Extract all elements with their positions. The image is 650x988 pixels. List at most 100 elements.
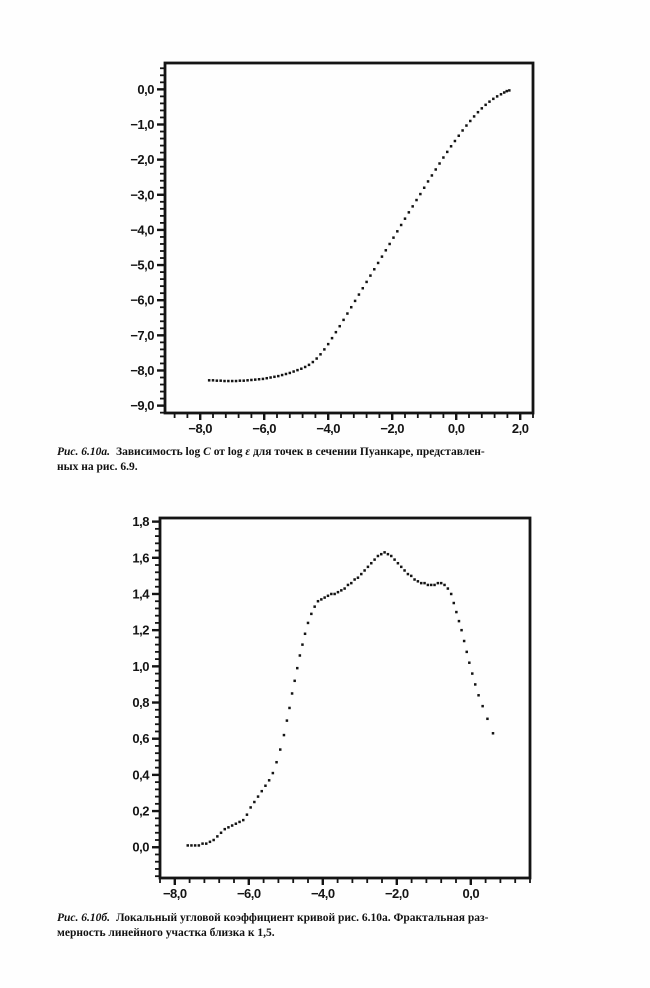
data-point [343, 587, 346, 590]
data-point [296, 368, 299, 372]
data-point [216, 835, 219, 838]
data-point [461, 129, 464, 132]
data-point [342, 318, 345, 322]
x-tick-label: −8,0 [188, 421, 212, 436]
data-point [502, 91, 506, 94]
data-point [452, 601, 456, 605]
data-point [201, 842, 204, 845]
data-point [219, 831, 223, 835]
data-point [334, 330, 338, 334]
y-tick-label: 0,4 [132, 767, 150, 782]
data-point [488, 100, 491, 103]
y-tick-label: 1,8 [132, 514, 149, 529]
data-point [484, 103, 487, 107]
data-point [416, 580, 420, 583]
data-point [212, 838, 215, 842]
y-tick-label: −2,0 [130, 152, 154, 167]
data-point [480, 107, 484, 110]
data-point [275, 760, 278, 764]
data-point [399, 565, 403, 569]
data-point [472, 115, 476, 118]
data-point [223, 827, 226, 831]
data-point [433, 583, 436, 587]
data-point [415, 198, 418, 202]
y-tick-label: 1,2 [132, 623, 149, 638]
data-point [253, 800, 256, 804]
data-point [256, 795, 260, 798]
data-point [313, 605, 316, 608]
data-point [399, 223, 403, 227]
data-point [282, 733, 286, 737]
data-point [469, 119, 472, 123]
data-point [303, 365, 307, 369]
x-tick-label: 2,0 [512, 421, 529, 436]
caption-b-line-1: Локальный угловой коэффициент кривой рис… [116, 912, 489, 924]
data-point [422, 186, 426, 189]
data-point [376, 261, 380, 265]
data-point [380, 255, 384, 258]
data-point [319, 353, 322, 356]
data-point [436, 581, 440, 585]
caption-b-line-2: мерность линейного участка близка к 1,5. [57, 927, 275, 939]
data-point [443, 583, 446, 587]
data-point [303, 632, 307, 636]
data-point [453, 139, 457, 143]
data-point [468, 661, 471, 664]
y-tick-label: −4,0 [130, 222, 154, 237]
data-point [396, 230, 399, 233]
figure-6-10a-scatter-plot: −8,0 −6,0 −4,0 −2,0 0,0 2,0 0,0 −1,0 −2,0 −3,0 −4,… [130, 61, 535, 436]
figure-6-10b-scatter-plot: −8,0 −6,0 −4,0 −2,0 0,0 1,8 1,6 1,4 1,2 1,0 0,8 0,6… [132, 514, 532, 901]
data-point [350, 581, 353, 585]
data-point [396, 561, 400, 565]
data-point [326, 594, 330, 598]
data-point [273, 375, 276, 379]
data-point [457, 619, 461, 623]
x-tick-label: −2,0 [385, 886, 409, 901]
data-point [219, 379, 222, 382]
data-point [392, 236, 395, 239]
data-point [508, 89, 511, 92]
data-point [323, 596, 326, 599]
data-point [205, 842, 208, 845]
data-point [486, 717, 489, 721]
data-point [193, 844, 197, 847]
data-point [363, 569, 366, 572]
data-point [336, 590, 340, 594]
data-point [465, 650, 468, 654]
data-point [271, 771, 275, 775]
data-point [264, 784, 267, 787]
x-tick-label: −4,0 [316, 421, 340, 436]
data-point [473, 683, 477, 686]
data-point [442, 156, 445, 159]
data-point [207, 379, 211, 382]
data-point [409, 574, 413, 578]
data-point [333, 592, 336, 596]
data-point [349, 305, 353, 309]
data-point [388, 242, 391, 246]
data-point [288, 371, 292, 375]
data-point [234, 379, 238, 383]
caption-a-figure-label: Рис. 6.10а. [57, 446, 111, 458]
data-point [373, 268, 376, 271]
y-tick-label: 1,4 [132, 586, 150, 601]
caption-b-figure-label: Рис. 6.10б. [57, 912, 111, 924]
data-point [393, 558, 396, 561]
data-point [280, 373, 284, 377]
x-tick-label: −6,0 [252, 421, 276, 436]
x-tick-label: 0,0 [463, 886, 480, 901]
data-point [277, 374, 280, 378]
data-point [307, 363, 311, 367]
caption-6-10b: Рис. 6.10б. Локальный угловой коэффициент… [57, 911, 595, 941]
y-tick-label: 0,8 [132, 695, 149, 710]
data-point [290, 692, 294, 695]
data-point [238, 379, 242, 382]
data-point [292, 370, 295, 373]
x-tick-label: −4,0 [311, 886, 335, 901]
y-tick-label: 0,2 [132, 804, 149, 819]
data-point [386, 552, 390, 556]
data-point [326, 342, 330, 346]
data-point [413, 578, 416, 581]
data-point [406, 572, 410, 576]
data-point [481, 704, 484, 708]
